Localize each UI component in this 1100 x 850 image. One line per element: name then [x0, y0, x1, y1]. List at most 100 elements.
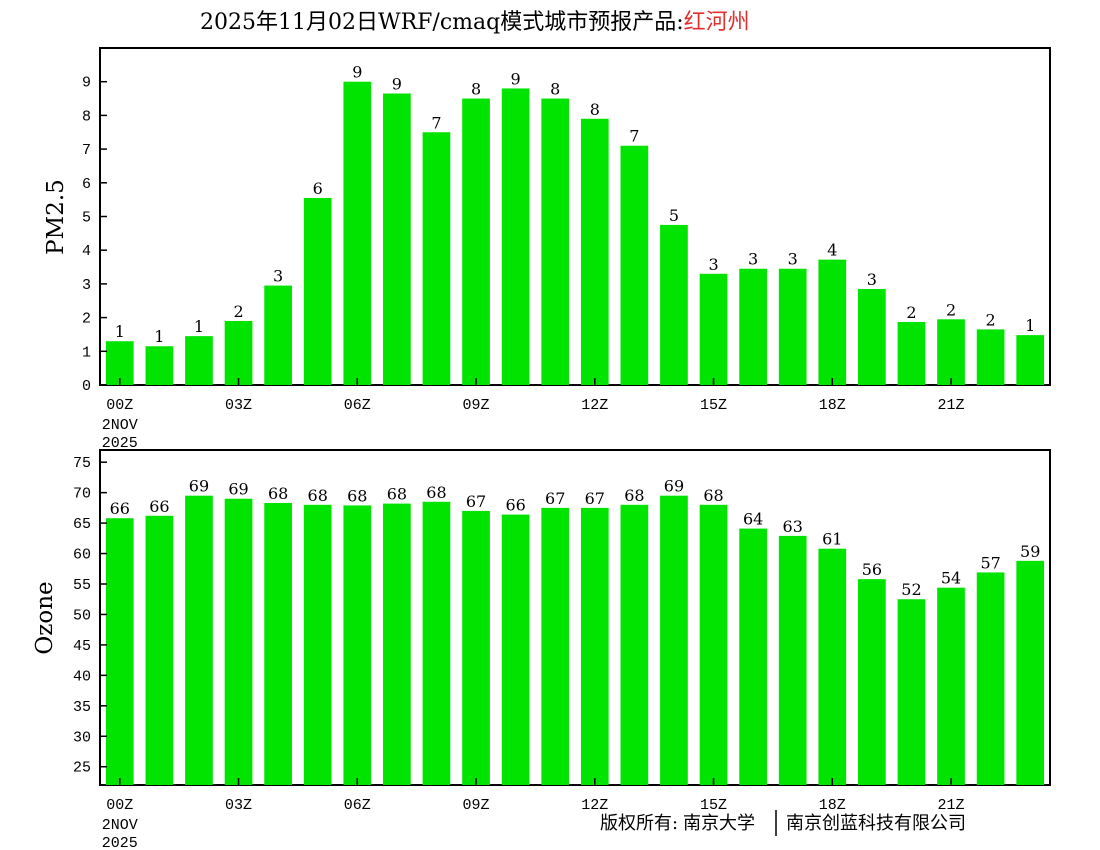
ozone-data-label: 68 — [268, 484, 288, 503]
ozone-data-label: 61 — [822, 530, 842, 549]
ozone-data-label: 57 — [980, 553, 1000, 572]
pm25-data-label: 3 — [273, 267, 283, 286]
pm25-data-label: 2 — [946, 300, 956, 319]
ozone-x-tick-label: 21Z — [938, 797, 965, 814]
ozone-y-axis-title: Ozone — [32, 581, 58, 654]
ozone-data-label: 68 — [387, 485, 407, 504]
ozone-y-tick-label: 50 — [73, 607, 91, 624]
ozone-bar — [501, 514, 530, 785]
pm25-data-label: 8 — [590, 100, 600, 119]
pm25-x-tick-label: 00Z — [106, 397, 133, 414]
ozone-y-tick-label: 55 — [73, 577, 91, 594]
pm25-x-tick-label: 03Z — [225, 397, 252, 414]
ozone-plot-frame — [99, 449, 1051, 786]
pm25-data-label: 2 — [906, 303, 916, 322]
title-city: 红河州 — [684, 10, 750, 35]
copyright-footer: 版权所有: 南京大学 南京创蓝科技有限公司 — [600, 810, 966, 836]
pm25-y-tick-label: 0 — [82, 378, 91, 395]
ozone-y-tick-label: 75 — [73, 455, 91, 472]
ozone-y-tick-label: 60 — [73, 547, 91, 564]
pm25-bar — [660, 224, 688, 385]
ozone-bar — [739, 528, 767, 785]
pm25-data-label: 1 — [115, 322, 125, 341]
pm25-data-label: 1 — [194, 317, 204, 336]
ozone-x-tick-label: 03Z — [225, 797, 252, 814]
ozone-data-label: 68 — [347, 486, 367, 505]
ozone-x-tick-label: 18Z — [819, 797, 846, 814]
ozone-bar — [818, 548, 847, 785]
pm25-x-tick-label: 21Z — [938, 397, 965, 414]
ozone-data-label: 67 — [466, 492, 486, 511]
pm25-bar — [620, 145, 649, 385]
pm25-bar — [264, 285, 292, 385]
copyright-org2: 南京创蓝科技有限公司 — [786, 813, 966, 834]
ozone-bar — [858, 579, 886, 785]
pm25-bar — [580, 118, 609, 386]
pm25-y-tick-label: 8 — [82, 108, 91, 125]
ozone-y-tick-label: 30 — [73, 729, 91, 746]
pm25-date-label: 2025 — [102, 435, 138, 452]
pm25-x-tick-label: 09Z — [463, 397, 490, 414]
ozone-data-label: 69 — [664, 477, 684, 496]
pm25-bar — [937, 319, 965, 385]
pm25-y-tick-label: 1 — [82, 344, 91, 361]
ozone-date-label: 2025 — [102, 835, 138, 850]
ozone-panel: 66 66 69 69 68 68 68 68 68 67 66 67 67 68 69 68 64 63 61 56… — [32, 449, 1051, 850]
ozone-bar — [105, 518, 134, 785]
ozone-data-label: 69 — [189, 477, 209, 496]
ozone-bar — [264, 502, 292, 785]
ozone-data-label: 56 — [862, 560, 882, 579]
ozone-data-label: 64 — [743, 510, 763, 529]
pm25-data-label: 5 — [669, 206, 679, 225]
ozone-y-tick-label: 25 — [73, 760, 91, 777]
ozone-bar — [778, 535, 807, 785]
ozone-bar — [937, 587, 965, 785]
ozone-bar — [343, 505, 372, 785]
pm25-bar — [858, 288, 886, 385]
pm25-data-label: 2 — [233, 302, 243, 321]
pm25-bar — [699, 273, 728, 385]
ozone-data-label: 66 — [505, 496, 525, 515]
ozone-data-label: 67 — [545, 489, 565, 508]
ozone-bar — [462, 510, 490, 785]
pm25-bar — [224, 320, 253, 385]
title-prefix: 2025年11月02日WRF/cmaq模式城市预报产品: — [200, 10, 684, 35]
pm25-y-tick-label: 9 — [82, 75, 91, 92]
pm25-data-label: 3 — [867, 270, 877, 289]
ozone-data-label: 67 — [585, 489, 605, 508]
ozone-data-label: 52 — [901, 580, 921, 599]
ozone-y-tick-label: 40 — [73, 668, 91, 685]
ozone-bar — [303, 504, 332, 785]
pm25-x-tick-label: 06Z — [344, 397, 371, 414]
ozone-x-tick-label: 15Z — [700, 797, 727, 814]
pm25-bar — [185, 336, 213, 385]
pm25-data-label: 7 — [629, 127, 639, 146]
pm25-data-label: 3 — [788, 250, 798, 269]
pm25-data-label: 7 — [431, 113, 441, 132]
ozone-bar — [620, 504, 649, 785]
ozone-data-label: 69 — [228, 480, 248, 499]
ozone-data-label: 63 — [783, 517, 803, 536]
ozone-bar — [1016, 560, 1045, 785]
ozone-bar — [383, 503, 411, 785]
pm25-bar — [303, 197, 332, 385]
pm25-data-label: 8 — [471, 80, 481, 99]
pm25-data-label: 9 — [392, 74, 402, 93]
ozone-bar — [580, 507, 609, 785]
pm25-data-label: 1 — [1025, 316, 1035, 335]
pm25-bar — [343, 81, 372, 385]
pm25-data-label: 8 — [550, 80, 560, 99]
pm25-x-tick-label: 15Z — [700, 397, 727, 414]
pm25-data-label: 3 — [708, 255, 718, 274]
ozone-x-tick-label: 00Z — [106, 797, 133, 814]
pm25-bar — [501, 88, 530, 385]
ozone-bar — [145, 515, 174, 785]
pm25-data-label: 9 — [352, 63, 362, 82]
copyright-org1: 南京大学 — [683, 813, 755, 834]
ozone-bar — [422, 501, 451, 785]
pm25-y-tick-label: 6 — [82, 176, 91, 193]
figure-title: 2025年11月02日WRF/cmaq模式城市预报产品:红河州 — [200, 10, 750, 35]
pm25-panel: 1 1 1 2 3 6 9 9 7 8 9 8 8 7 5 3 3 3 4 3 2 2 2 1 0 1 2 3 4 5 6 7 8 9 00Z 03Z… — [43, 47, 1051, 452]
ozone-x-tick-label: 09Z — [463, 797, 490, 814]
